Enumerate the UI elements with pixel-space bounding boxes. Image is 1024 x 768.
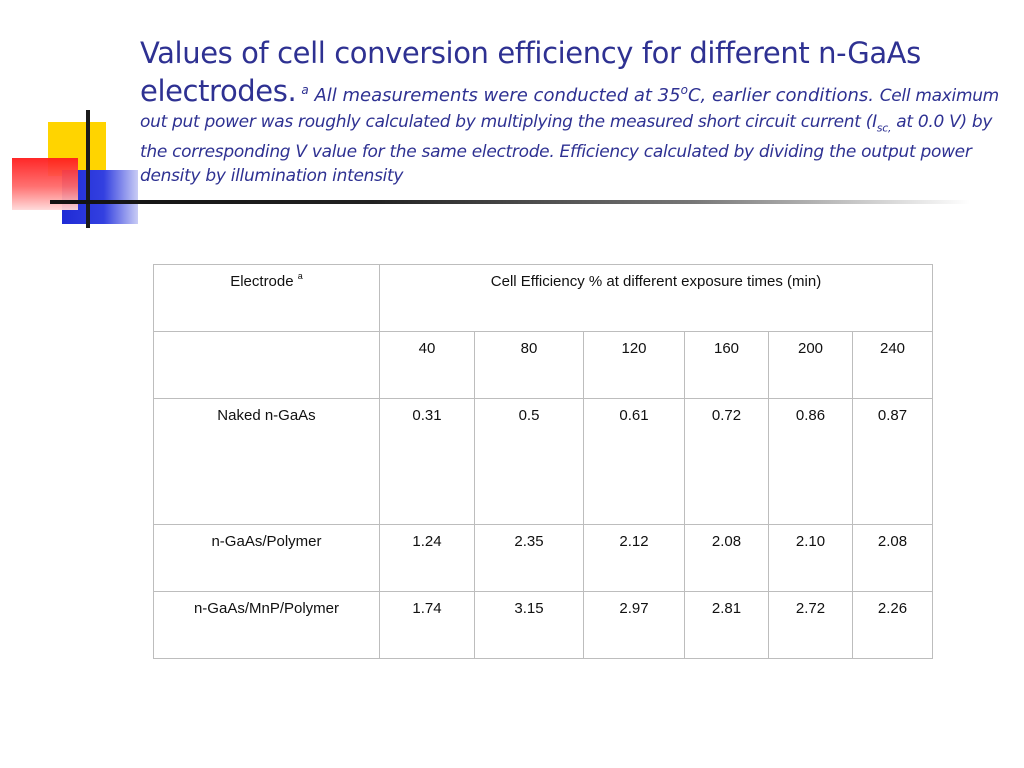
corner-decoration bbox=[0, 0, 160, 240]
vertical-rule bbox=[86, 110, 90, 228]
table-row: n-GaAs/MnP/Polymer 1.74 3.15 2.97 2.81 2… bbox=[153, 591, 933, 659]
header-efficiency: Cell Efficiency % at different exposure … bbox=[379, 264, 933, 332]
table-cell bbox=[153, 331, 380, 399]
electrode-cell: Naked n-GaAs bbox=[153, 398, 380, 525]
value-cell: 2.12 bbox=[583, 524, 685, 592]
value-cell: 0.87 bbox=[852, 398, 933, 525]
value-cell: 0.31 bbox=[379, 398, 475, 525]
table-row: Naked n-GaAs 0.31 0.5 0.61 0.72 0.86 0.8… bbox=[153, 398, 933, 525]
time-cell: 200 bbox=[768, 331, 853, 399]
time-cell: 120 bbox=[583, 331, 685, 399]
value-cell: 0.5 bbox=[474, 398, 584, 525]
note-marker: a bbox=[301, 83, 309, 97]
slide-title: Values of cell conversion efficiency for… bbox=[140, 34, 1000, 188]
time-cell: 160 bbox=[684, 331, 769, 399]
value-cell: 0.86 bbox=[768, 398, 853, 525]
title-main: Values of cell conversion efficiency for… bbox=[140, 36, 921, 108]
table-header-row: Electrode a Cell Efficiency % at differe… bbox=[153, 264, 933, 332]
value-cell: 2.81 bbox=[684, 591, 769, 659]
value-cell: 2.97 bbox=[583, 591, 685, 659]
time-cell: 80 bbox=[474, 331, 584, 399]
value-cell: 0.72 bbox=[684, 398, 769, 525]
electrode-cell: n-GaAs/Polymer bbox=[153, 524, 380, 592]
time-cell: 240 bbox=[852, 331, 933, 399]
efficiency-table: Electrode a Cell Efficiency % at differe… bbox=[153, 264, 933, 659]
time-cell: 40 bbox=[379, 331, 475, 399]
title-note: a All measurements were conducted at 35o… bbox=[301, 83, 880, 106]
value-cell: 2.72 bbox=[768, 591, 853, 659]
title-note-detail: Cell maximum out put power was roughly c… bbox=[140, 86, 999, 187]
value-cell: 0.61 bbox=[583, 398, 685, 525]
value-cell: 3.15 bbox=[474, 591, 584, 659]
value-cell: 2.35 bbox=[474, 524, 584, 592]
value-cell: 1.24 bbox=[379, 524, 475, 592]
title-underline bbox=[50, 200, 970, 204]
table-row: n-GaAs/Polymer 1.24 2.35 2.12 2.08 2.10 … bbox=[153, 524, 933, 592]
value-cell: 2.10 bbox=[768, 524, 853, 592]
electrode-cell: n-GaAs/MnP/Polymer bbox=[153, 591, 380, 659]
value-cell: 2.08 bbox=[684, 524, 769, 592]
header-electrode: Electrode a bbox=[153, 264, 380, 332]
value-cell: 2.26 bbox=[852, 591, 933, 659]
table-times-row: 40 80 120 160 200 240 bbox=[153, 331, 933, 399]
value-cell: 2.08 bbox=[852, 524, 933, 592]
value-cell: 1.74 bbox=[379, 591, 475, 659]
